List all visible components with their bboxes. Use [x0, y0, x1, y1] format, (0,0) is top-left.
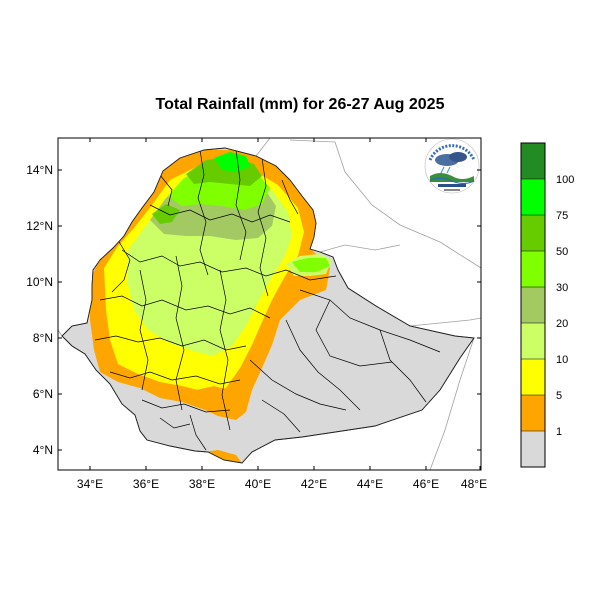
x-tick-label: 42°E — [301, 477, 327, 491]
y-tick-label: 8°N — [33, 331, 53, 345]
colorbar-label: 10 — [556, 354, 568, 366]
rain-5mm-south-patch — [204, 450, 242, 463]
colorbar-swatch-30-50 — [521, 251, 545, 287]
colorbar-swatch-20-30 — [521, 287, 545, 323]
y-tick-label: 12°N — [26, 219, 53, 233]
colorbar-swatch-5-10 — [521, 359, 545, 395]
x-tick-label: 34°E — [77, 477, 103, 491]
colorbar-swatch-50-75 — [521, 215, 545, 251]
map-title: Total Rainfall (mm) for 26-27 Aug 2025 — [155, 96, 445, 113]
colorbar-swatch-10-20 — [521, 323, 545, 359]
colorbar-label: 20 — [556, 318, 568, 330]
rain-75mm-west — [152, 204, 180, 224]
meteorology-agency-logo-icon — [424, 138, 480, 194]
y-tick-label: 6°N — [33, 387, 53, 401]
colorbar-label: 75 — [556, 210, 568, 222]
x-axis: 34°E 36°E 38°E 40°E 42°E 44°E 46°E 48°E — [77, 138, 487, 491]
colorbar-swatch-1-5 — [521, 395, 545, 431]
x-tick-label: 40°E — [245, 477, 271, 491]
colorbar: 1 5 10 20 30 50 75 100 — [520, 142, 574, 468]
rain-50mm-east — [292, 258, 330, 272]
y-tick-label: 14°N — [26, 163, 53, 177]
colorbar-label: 1 — [556, 426, 562, 438]
x-tick-label: 44°E — [357, 477, 383, 491]
colorbar-swatch-below-1 — [521, 431, 545, 467]
colorbar-swatch-75-100 — [521, 179, 545, 215]
y-tick-label: 4°N — [33, 443, 53, 457]
admin-boundaries — [94, 149, 441, 451]
x-tick-label: 38°E — [189, 477, 215, 491]
rain-orange-speckle-south — [196, 386, 244, 418]
colorbar-swatch-above-100 — [521, 143, 545, 179]
colorbar-label: 30 — [556, 282, 568, 294]
colorbar-label: 5 — [556, 390, 562, 402]
x-tick-label: 36°E — [133, 477, 159, 491]
rainfall-field — [90, 150, 332, 463]
x-tick-label: 48°E — [461, 477, 487, 491]
y-axis: 14°N 12°N 10°N 8°N 6°N 4°N — [26, 163, 481, 457]
y-tick-label: 10°N — [26, 275, 53, 289]
colorbar-label: 100 — [556, 174, 574, 186]
rain-100mm-zone — [214, 152, 250, 172]
colorbar-label: 50 — [556, 246, 568, 258]
x-tick-label: 46°E — [413, 477, 439, 491]
neighbour-boundaries — [58, 138, 481, 470]
ethiopia-border — [61, 147, 475, 464]
